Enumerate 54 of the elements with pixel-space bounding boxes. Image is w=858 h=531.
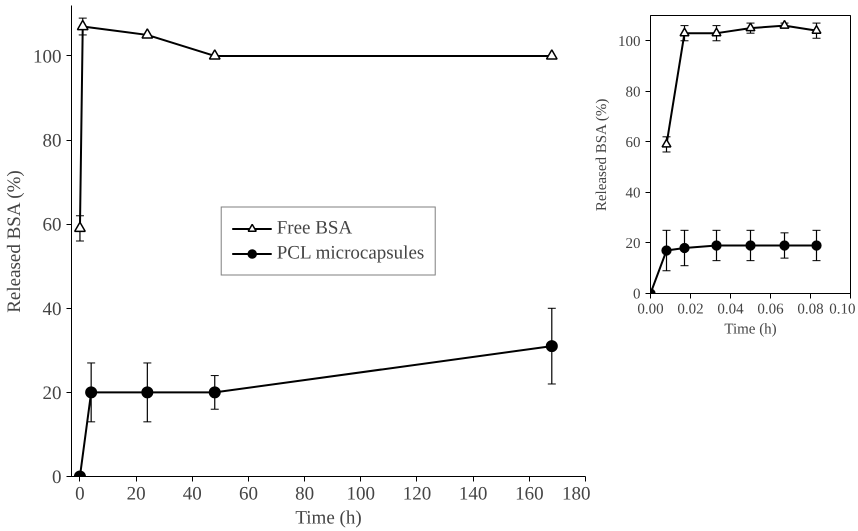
point bbox=[745, 240, 756, 251]
x-tick-label: 0.10 bbox=[829, 302, 856, 318]
y-axis-title: Released BSA (%) bbox=[594, 98, 610, 212]
x-tick-label: 0.00 bbox=[637, 302, 664, 318]
x-tick-label: 100 bbox=[346, 484, 376, 504]
point bbox=[141, 28, 154, 39]
point bbox=[141, 386, 154, 398]
point bbox=[711, 240, 722, 251]
x-axis-title: Time (h) bbox=[295, 508, 362, 528]
y-tick-label: 80 bbox=[626, 84, 640, 100]
point bbox=[745, 22, 756, 32]
y-axis-title: Released BSA (%) bbox=[4, 170, 25, 313]
y-tick-label: 100 bbox=[618, 34, 640, 50]
x-tick-label: 160 bbox=[515, 484, 544, 504]
y-tick-label: 80 bbox=[42, 130, 62, 152]
y-tick-label: 60 bbox=[42, 214, 62, 236]
x-tick-label: 0.06 bbox=[757, 302, 784, 318]
x-tick-label: 80 bbox=[295, 484, 314, 504]
point bbox=[711, 27, 722, 36]
x-tick-label: 0.02 bbox=[677, 302, 704, 318]
y-tick-label: 60 bbox=[626, 134, 640, 151]
y-tick-label: 20 bbox=[42, 382, 62, 404]
y-tick-label: 0 bbox=[52, 467, 62, 488]
point bbox=[679, 27, 690, 36]
x-tick-label: 0 bbox=[75, 484, 85, 504]
y-tick-label: 0 bbox=[633, 286, 640, 302]
point bbox=[661, 245, 672, 256]
y-tick-label: 40 bbox=[626, 185, 640, 202]
point bbox=[779, 20, 790, 29]
legend-label: Free BSA bbox=[276, 217, 352, 239]
y-tick-label: 20 bbox=[626, 236, 640, 252]
x-tick-label: 20 bbox=[126, 484, 146, 504]
point bbox=[779, 240, 790, 251]
point bbox=[546, 340, 558, 352]
point bbox=[811, 240, 822, 251]
point bbox=[76, 20, 89, 30]
point bbox=[661, 138, 672, 148]
point bbox=[208, 49, 221, 60]
x-tick-label: 0.08 bbox=[797, 302, 824, 318]
x-tick-label: 180 bbox=[562, 484, 590, 504]
x-tick-label: 40 bbox=[182, 484, 202, 504]
point bbox=[679, 242, 690, 254]
legend-label: PCL microcapsules bbox=[276, 242, 424, 264]
x-tick-label: 120 bbox=[402, 484, 432, 504]
x-tick-label: 60 bbox=[238, 484, 258, 504]
point bbox=[85, 386, 98, 398]
x-tick-label: 140 bbox=[458, 484, 488, 504]
x-axis-title: Time (h) bbox=[724, 322, 777, 338]
point bbox=[546, 49, 558, 60]
y-tick-label: 100 bbox=[33, 46, 62, 68]
point bbox=[74, 222, 86, 232]
x-tick-label: 0.04 bbox=[717, 302, 744, 318]
point bbox=[208, 386, 221, 398]
point bbox=[811, 24, 822, 34]
